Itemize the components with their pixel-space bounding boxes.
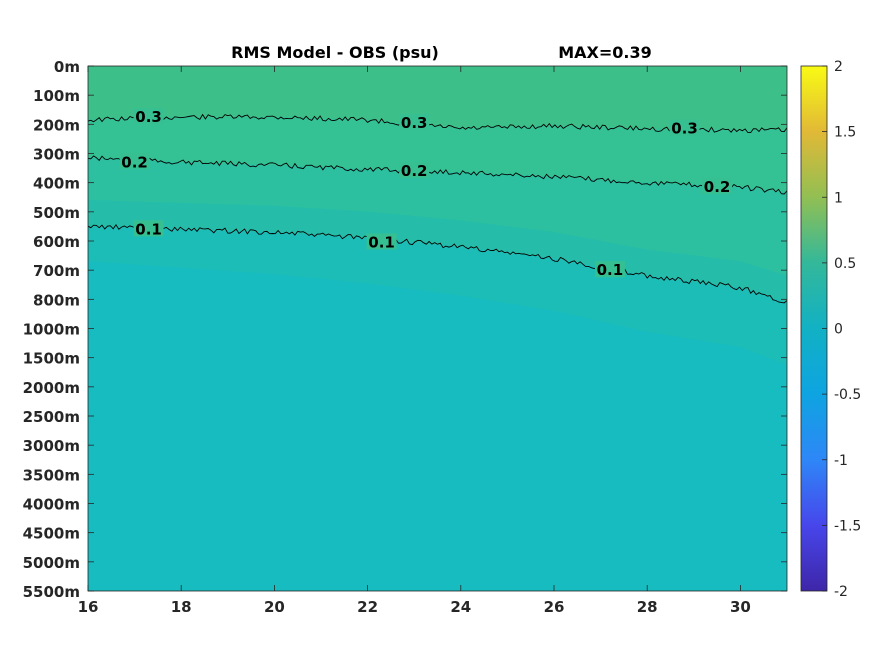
contour-label-bg [119, 153, 150, 170]
heatmap-band [88, 261, 787, 591]
contour-label-bg [366, 233, 397, 250]
contour-label-bg [594, 261, 625, 278]
contour-line-0.1 [88, 223, 787, 304]
y-tick-label: 500m [33, 204, 80, 222]
contour-label: 0.3 [671, 120, 698, 138]
y-tick-label: 1000m [23, 321, 80, 339]
heatmap-bands [88, 66, 787, 591]
y-tick-label: 0m [54, 58, 80, 76]
heatmap-band [88, 117, 787, 193]
contour-label: 0.2 [704, 178, 731, 196]
max-label: MAX=0.39 [558, 43, 652, 62]
contour-label: 0.2 [121, 153, 148, 171]
x-axis: 16 18 20 22 24 26 28 30 [78, 66, 751, 616]
colorbar: 2 1.5 1 0.5 0 -0.5 -1 -1.5 -2 [800, 59, 861, 600]
contour-line-0.2 [88, 155, 787, 195]
chart-title: RMS Model - OBS (psu) [231, 43, 439, 62]
x-tick-label: 18 [171, 598, 192, 616]
contour-label: 0.1 [135, 220, 162, 238]
y-tick-label: 600m [33, 233, 80, 251]
colorbar-tick-label: 1.5 [834, 125, 856, 141]
contour-label-bg [133, 220, 164, 237]
colorbar-tick-label: -1 [834, 453, 848, 469]
y-tick-label: 2500m [23, 408, 80, 426]
colorbar-tick-label: -0.5 [834, 387, 861, 403]
y-tick-label: 2000m [23, 379, 80, 397]
contour-label: 0.1 [368, 233, 395, 251]
contour-label: 0.1 [597, 261, 624, 279]
x-tick-label: 26 [544, 598, 565, 616]
y-tick-label: 5500m [23, 583, 80, 601]
y-tick-label: 800m [33, 291, 80, 309]
contour-label-bg [399, 113, 430, 130]
contour-label: 0.3 [401, 114, 428, 132]
contour-label-bg [399, 162, 430, 178]
y-tick-label: 300m [33, 146, 80, 164]
y-tick-label: 4000m [23, 496, 80, 514]
colorbar-tick-label: 2 [834, 59, 843, 75]
heatmap-band [88, 66, 787, 131]
y-axis: 0m 100m 200m 300m 400m 500m 600m 700m 800m 1000m 1… [23, 58, 787, 601]
x-tick-label: 20 [264, 598, 285, 616]
colorbar-tick-label: -1.5 [834, 518, 861, 534]
y-tick-label: 100m [33, 87, 80, 105]
x-tick-label: 30 [730, 598, 751, 616]
contour-labels: 0.3 0.3 0.3 0.2 0.2 0.2 0.1 0.1 0.1 [119, 108, 733, 279]
plot-area: 0.3 0.3 0.3 0.2 0.2 0.2 0.1 0.1 0.1 [87, 65, 788, 592]
y-tick-label: 400m [33, 175, 80, 193]
y-tick-label: 5000m [23, 554, 80, 572]
contour-label: 0.2 [401, 162, 428, 180]
x-tick-label: 28 [637, 598, 658, 616]
heatmap-band [88, 200, 787, 303]
contour-label-bg [133, 108, 164, 125]
chart-title-group: RMS Model - OBS (psu) MAX=0.39 [231, 43, 652, 62]
colorbar-tick-label: 0 [834, 322, 843, 338]
contour-label-bg [669, 119, 700, 136]
colorbar-ticks: 2 1.5 1 0.5 0 -0.5 -1 -1.5 -2 [822, 59, 861, 600]
colorbar-tick-label: -2 [834, 584, 848, 600]
x-tick-label: 24 [450, 598, 471, 616]
x-tick-label: 22 [357, 598, 378, 616]
heatmap-band [88, 157, 787, 276]
y-tick-label: 4500m [23, 525, 80, 543]
contour-label: 0.3 [135, 108, 162, 126]
y-tick-label: 3000m [23, 437, 80, 455]
y-tick-label: 700m [33, 262, 80, 280]
contour-label-bg [702, 178, 733, 195]
x-tick-label: 16 [78, 598, 99, 616]
y-tick-label: 1500m [23, 350, 80, 368]
y-tick-label: 200m [33, 116, 80, 134]
colorbar-tick-label: 1 [834, 190, 843, 206]
colorbar-tick-label: 0.5 [834, 256, 856, 272]
y-tick-label: 3500m [23, 466, 80, 484]
heatmap-band [88, 226, 787, 366]
